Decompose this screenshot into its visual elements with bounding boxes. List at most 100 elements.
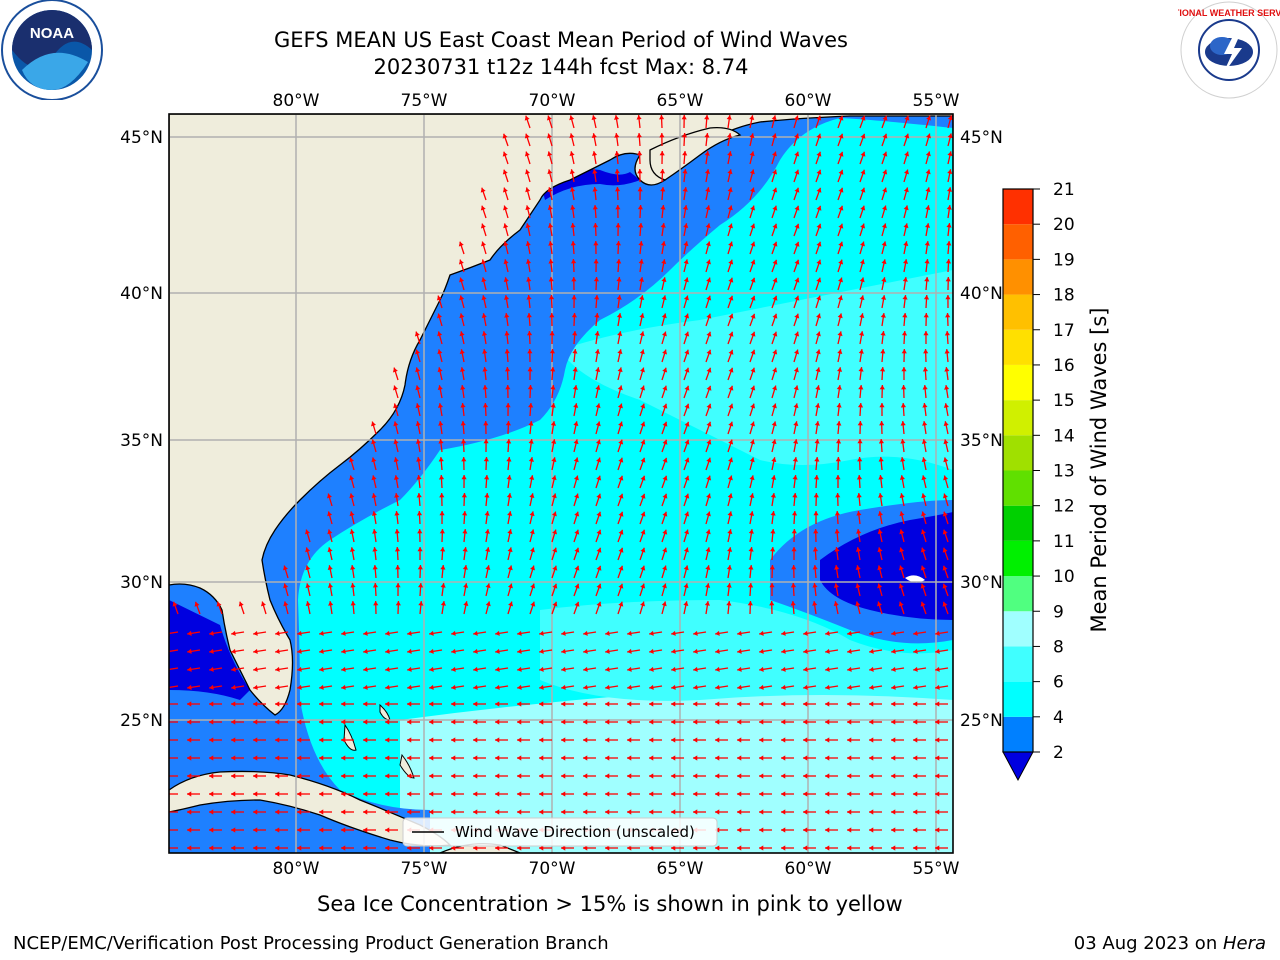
wind-arrow-head xyxy=(662,439,668,445)
wind-arrow-head xyxy=(834,547,840,552)
wind-arrow-head xyxy=(748,565,754,570)
wind-arrow-head xyxy=(902,313,908,318)
wind-arrow-head xyxy=(683,601,689,607)
wind-arrow-head xyxy=(749,115,755,120)
wind-arrow-head xyxy=(837,349,843,354)
wind-arrow-head xyxy=(596,547,602,553)
wind-arrow-head xyxy=(877,547,883,553)
wind-arrow-head xyxy=(706,313,712,319)
wind-arrow-head xyxy=(525,223,531,229)
wind-arrow-head xyxy=(616,277,622,282)
wind-arrow-head xyxy=(640,421,646,427)
wind-arrow-head xyxy=(750,223,756,229)
wind-arrow-head xyxy=(704,601,710,606)
region-under-2-east xyxy=(820,512,953,620)
wind-arrow-head xyxy=(504,331,510,336)
wind-arrow-head xyxy=(837,367,843,372)
wind-arrow-head xyxy=(748,547,754,552)
wind-arrow-head xyxy=(662,529,668,535)
wind-arrow-head xyxy=(393,475,400,480)
wind-arrow-head xyxy=(393,403,399,409)
wind-arrow-head xyxy=(814,457,820,462)
wind-arrow-head xyxy=(660,205,666,210)
wind-arrow-head xyxy=(618,601,624,607)
wind-arrow-head xyxy=(791,511,798,516)
wind-arrow-head xyxy=(684,331,690,337)
wind-arrow-head xyxy=(460,439,467,444)
wind-arrow-head xyxy=(662,475,668,481)
wind-arrow-head xyxy=(662,565,668,571)
wind-arrow-head xyxy=(816,277,822,283)
wind-arrow-head xyxy=(684,439,690,445)
wind-arrow-head xyxy=(771,475,777,480)
wind-arrow-head xyxy=(859,313,865,318)
wind-arrow-head xyxy=(727,475,733,481)
wind-arrow-head xyxy=(640,565,646,571)
wind-arrow-head xyxy=(877,601,882,607)
wind-arrow-head xyxy=(835,475,841,480)
wind-arrow-head xyxy=(836,421,842,426)
wind-arrow-head xyxy=(574,547,580,553)
wind-arrow-head xyxy=(833,583,839,588)
wind-arrow-head xyxy=(485,565,491,571)
wind-arrow-head xyxy=(793,367,799,373)
wind-arrow-head xyxy=(749,511,755,516)
colorbar-tick-label: 16 xyxy=(1053,356,1075,376)
wind-arrow-head xyxy=(592,151,598,156)
wind-arrow-head xyxy=(481,277,487,283)
wind-arrow-head xyxy=(903,223,909,229)
footer-host: Hera xyxy=(1222,933,1266,954)
wind-arrow-head xyxy=(571,277,577,282)
wind-arrow-head xyxy=(882,169,888,175)
wind-arrow-head xyxy=(529,511,535,517)
wind-arrow-head xyxy=(440,601,446,606)
wind-arrow-head xyxy=(437,367,443,373)
wind-arrow-head xyxy=(860,187,866,193)
wind-arrow-head xyxy=(794,169,800,175)
wind-arrow-head xyxy=(942,511,948,517)
wind-arrow-head xyxy=(503,223,509,229)
wind-arrow-head xyxy=(882,151,888,157)
land-north-america xyxy=(169,114,953,716)
wind-arrow-head xyxy=(838,241,844,247)
wind-arrow-head xyxy=(834,565,840,570)
wind-arrow-head xyxy=(728,259,734,265)
wind-arrow-head xyxy=(614,169,620,174)
wind-arrow-head xyxy=(945,277,951,282)
wind-arrow-head xyxy=(838,223,844,229)
wind-arrow-head xyxy=(640,439,646,445)
wind-arrow-head xyxy=(481,295,487,301)
wind-arrow-head xyxy=(816,151,822,157)
wind-arrow-head xyxy=(771,421,777,427)
wind-arrow-head xyxy=(618,565,624,571)
wind-arrow-head xyxy=(618,457,624,463)
wind-arrow-head xyxy=(596,583,602,589)
colorbar-segment xyxy=(1003,470,1033,506)
wind-arrow-head xyxy=(394,547,401,552)
wind-arrow-head xyxy=(596,601,602,607)
wind-arrow-head xyxy=(573,439,579,445)
wind-arrow-head xyxy=(528,457,534,462)
wind-arrow-head xyxy=(440,583,446,588)
wind-arrow-head xyxy=(769,565,775,570)
wind-arrow-head xyxy=(547,169,553,175)
wind-arrow-head xyxy=(771,115,777,121)
wind-arrow-head xyxy=(683,241,689,247)
wind-arrow-head xyxy=(750,277,756,283)
wind-arrow-head xyxy=(595,403,601,409)
wind-arrow-head xyxy=(618,421,624,427)
wind-arrow-head xyxy=(816,223,822,229)
region-8-9 xyxy=(400,685,953,853)
wind-arrow-head xyxy=(638,223,644,228)
wind-arrow-head xyxy=(857,421,863,426)
wind-arrow-head xyxy=(437,385,443,390)
wind-arrow-head xyxy=(881,223,887,229)
wind-arrow-head xyxy=(525,187,531,193)
wind-arrow-head xyxy=(395,601,401,606)
wind-arrow-head xyxy=(794,349,799,355)
chart-subtitle: 20230731 t12z 144h fcst Max: 8.74 xyxy=(373,55,749,79)
wind-arrow-head xyxy=(727,223,733,229)
wind-arrow-head xyxy=(503,205,509,211)
wind-arrow-head xyxy=(550,385,556,390)
